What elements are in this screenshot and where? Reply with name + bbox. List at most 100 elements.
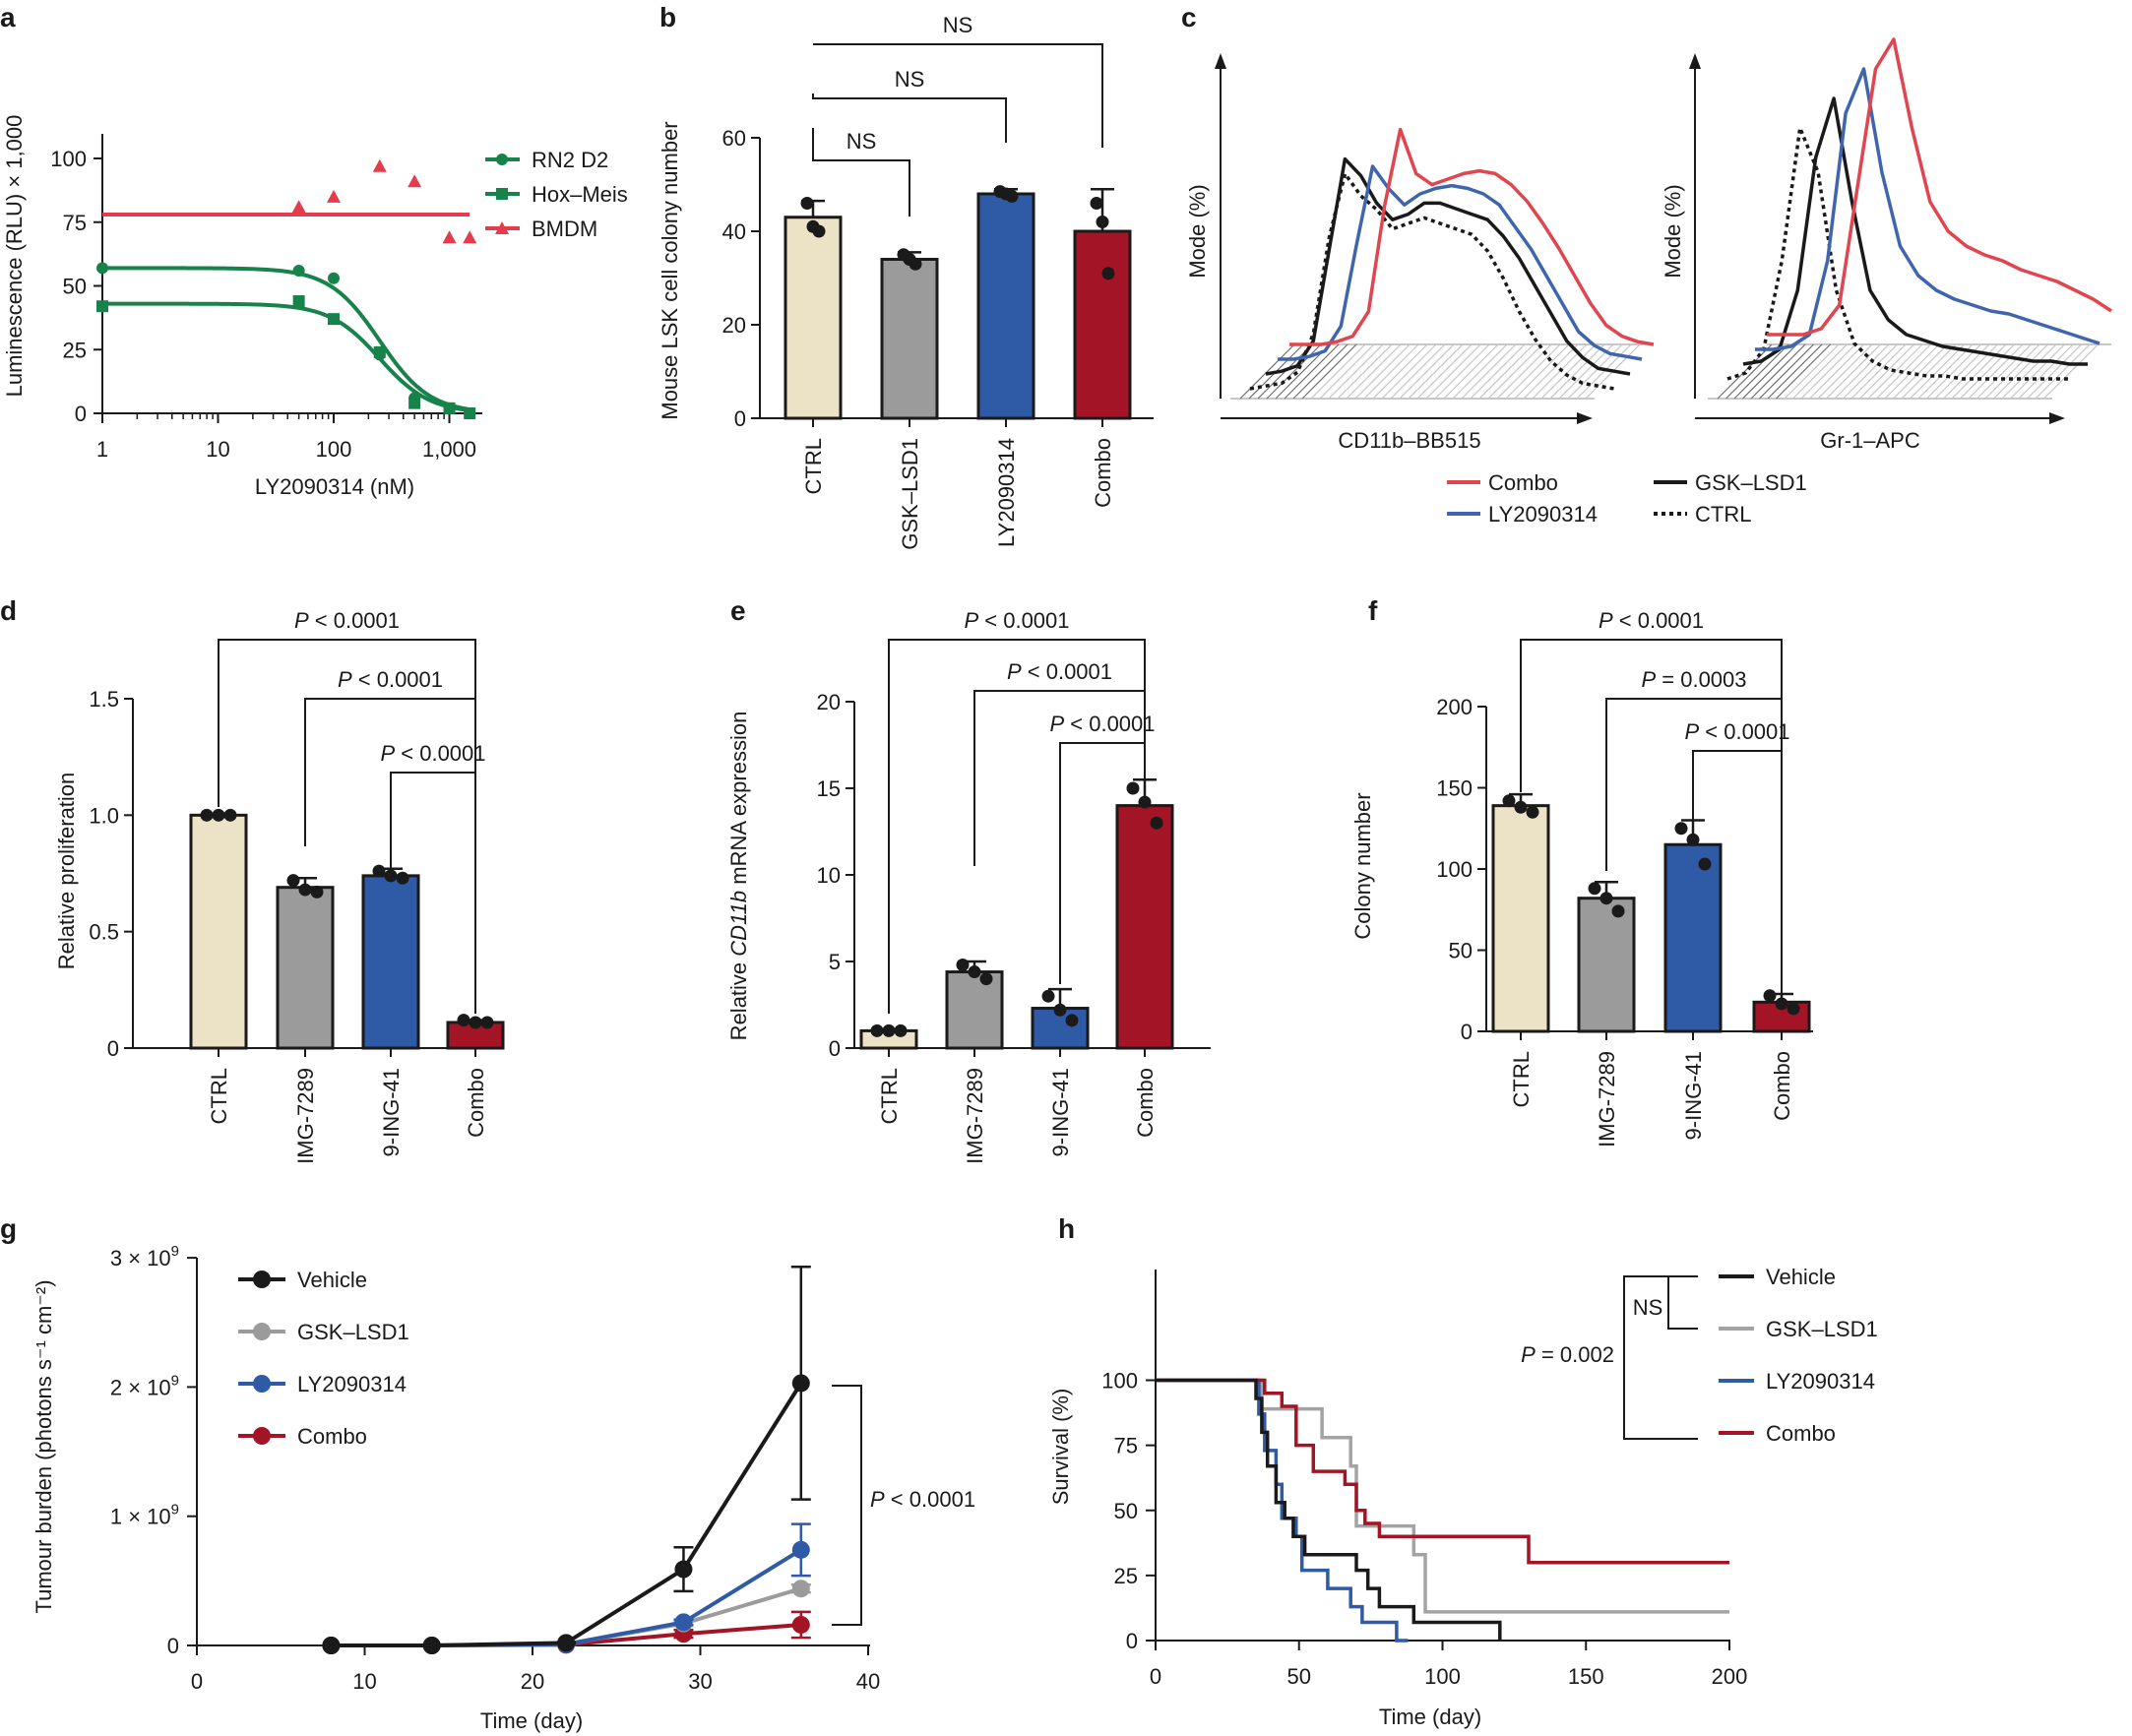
panel-b-comparison-bracket — [812, 128, 910, 217]
panel-h-legend-label: LY2090314 — [1766, 1369, 1875, 1394]
panel-h-xtick-label: 50 — [1287, 1664, 1311, 1689]
panel-f-data-point — [1526, 805, 1539, 819]
panel-g-data-point — [791, 1580, 810, 1598]
panel-d-comparison-label: P < 0.0001 — [294, 608, 400, 633]
panel-c1-floor-grid — [1399, 343, 1455, 400]
panel-d-data-point — [298, 883, 312, 897]
panel-c1-floor-grid — [1452, 343, 1508, 400]
panel-c-label: c — [1181, 2, 1197, 32]
panel-b-ylabel: Mouse LSK cell colony number — [658, 121, 682, 419]
panel-g-series-line — [331, 1382, 803, 1647]
panel-a-ytick-label: 75 — [63, 211, 87, 235]
panel-c1-floor-grid — [1443, 343, 1499, 400]
panel-c2-floor-grid — [2043, 343, 2099, 400]
panel-c2-y-arrow — [1689, 53, 1701, 69]
panel-c1-floor-grid — [1461, 343, 1517, 400]
panel-e-plot: 0 5 10 15 20 CTRL IMG-7289 9-ING-41 Combo P < 0.0… — [817, 608, 1211, 1164]
panel-c1-floor-grid — [1319, 343, 1375, 400]
panel-f-category-label: Combo — [1770, 1051, 1794, 1121]
panel-g-legend-marker — [253, 1323, 271, 1340]
panel-a-legend-marker — [496, 154, 508, 165]
panel-f-data-point — [1787, 1002, 1800, 1016]
panel-e-comparison-bracket — [888, 639, 1146, 1014]
panel-d-data-point — [286, 874, 300, 888]
panel-h-legend-label: Vehicle — [1766, 1265, 1836, 1289]
panel-c1-floor-grid — [1266, 343, 1322, 400]
panel-f-comparison-label-rest: < 0.0001 — [1613, 608, 1704, 633]
panel-h-ytick-label: 0 — [1126, 1629, 1138, 1653]
panel-c1-floor-grid — [1540, 343, 1597, 400]
panel-c-legend: Combo LY2090314 GSK–LSD1 CTRL — [1447, 470, 1807, 527]
panel-e-data-point — [1138, 795, 1152, 809]
panel-e-data-point — [979, 972, 993, 986]
panel-a-data-point — [442, 230, 457, 244]
panel-a-data-point — [291, 200, 306, 214]
panel-e-ytick-label: 20 — [817, 690, 841, 714]
panel-c1-floor-grid — [1523, 343, 1579, 400]
panel-e-data-point — [1053, 1003, 1067, 1017]
panel-b-category-label: GSK–LSD1 — [898, 438, 922, 550]
panel-f-comparison-label-italic: P — [1684, 719, 1699, 744]
panel-d-data-point — [200, 808, 214, 822]
panel-a-ytick-label: 50 — [63, 275, 87, 299]
panel-c2-floor-grid — [1776, 343, 1831, 400]
panel-e-data-point — [1041, 989, 1055, 1003]
panel-h-plot: 0 25 50 75 100 0 50 100 150 200 Vehicle GSK–LSD1 LY2… — [1101, 1265, 1877, 1689]
panel-c2-floor-grid — [1951, 343, 2007, 400]
panel-c-legend-label: GSK–LSD1 — [1695, 470, 1807, 495]
panel-c1-histogram-combo — [1289, 127, 1655, 346]
panel-h-label: h — [1058, 1213, 1075, 1244]
panel-e-ylabel-pre: Relative — [726, 957, 751, 1041]
panel-c1-floor-grid — [1239, 343, 1295, 400]
panel-c1-histogram-gsk-lsd1 — [1265, 156, 1631, 376]
panel-c2-floor-grid — [1767, 343, 1823, 400]
panel-a-data-point — [96, 300, 108, 313]
panel-d-plot: 0 0.5 1.0 1.5 CTRL IMG-7289 9-ING-41 Combo P < 0… — [89, 608, 505, 1164]
panel-b-plot: 0 20 40 60 CTRL GSK–LSD1 LY2090314 Combo NS NS NS — [722, 13, 1154, 550]
panel-f-ytick-label: 100 — [1436, 857, 1473, 882]
panel-c2-floor-grid — [1742, 343, 1797, 400]
panel-e-data-point — [968, 965, 981, 979]
panel-b-data-point — [800, 197, 814, 210]
panel-c2-floor-grid — [1893, 343, 1948, 400]
panel-c2-x-arrow — [2049, 412, 2065, 424]
panel-h-xtick-label: 0 — [1150, 1664, 1161, 1689]
panel-e-ytick-label: 5 — [829, 950, 841, 974]
panel-d-ytick-label: 0.5 — [89, 920, 119, 945]
panel-e-ylabel-post: mRNA expression — [726, 712, 751, 891]
panel-f-bar — [1491, 804, 1550, 1033]
panel-f-plot: 0 50 100 150 200 CTRL IMG-7289 9-ING-41 Combo P <… — [1436, 608, 1813, 1147]
panel-g-legend-label: Vehicle — [297, 1268, 367, 1292]
panel-g-p-value-italic: P — [870, 1487, 885, 1512]
panel-c2-histogram-ly2090314 — [1755, 67, 2101, 351]
panel-c1-floor-grid — [1425, 343, 1481, 400]
panel-g-data-point — [674, 1560, 693, 1579]
panel-a-legend-label: Hox–Meis — [532, 182, 628, 207]
panel-b-category-label: Combo — [1091, 438, 1115, 508]
panel-b-label: b — [659, 2, 676, 32]
panel-c1-floor-grid — [1558, 343, 1614, 400]
panel-h-survival-curve — [1156, 1378, 1729, 1565]
panel-h-ns-bracket — [1667, 1275, 1698, 1330]
panel-f-comparison-bracket — [1692, 750, 1783, 994]
panel-e-ytick-label: 0 — [829, 1036, 841, 1061]
panel-c1-histogram-ly2090314 — [1278, 164, 1643, 361]
panel-a-fit-curve — [101, 266, 469, 411]
panel-b-comparison-bracket — [812, 93, 1007, 143]
panel-b-category-label: LY2090314 — [994, 438, 1019, 547]
panel-d-ytick-label: 1.0 — [89, 803, 119, 828]
panel-b-ytick-label: 0 — [734, 406, 746, 431]
panel-a-data-point — [372, 158, 387, 172]
panel-a-legend-marker — [496, 188, 508, 200]
panel-g-data-point — [674, 1613, 693, 1632]
panel-f-data-point — [1611, 904, 1625, 918]
panel-a-data-point — [408, 397, 421, 409]
panel-d-category-label: IMG-7289 — [293, 1068, 318, 1164]
panel-c1-floor-grid — [1487, 343, 1543, 400]
panel-f-ytick-label: 0 — [1461, 1020, 1473, 1044]
panel-d-label: d — [0, 595, 17, 626]
panel-h-xlabel: Time (day) — [1379, 1705, 1481, 1729]
panel-e-comparison-label-italic: P — [1049, 712, 1064, 736]
panel-a-xlabel: LY2090314 (nM) — [255, 474, 414, 499]
panel-e-bar — [1115, 804, 1174, 1050]
